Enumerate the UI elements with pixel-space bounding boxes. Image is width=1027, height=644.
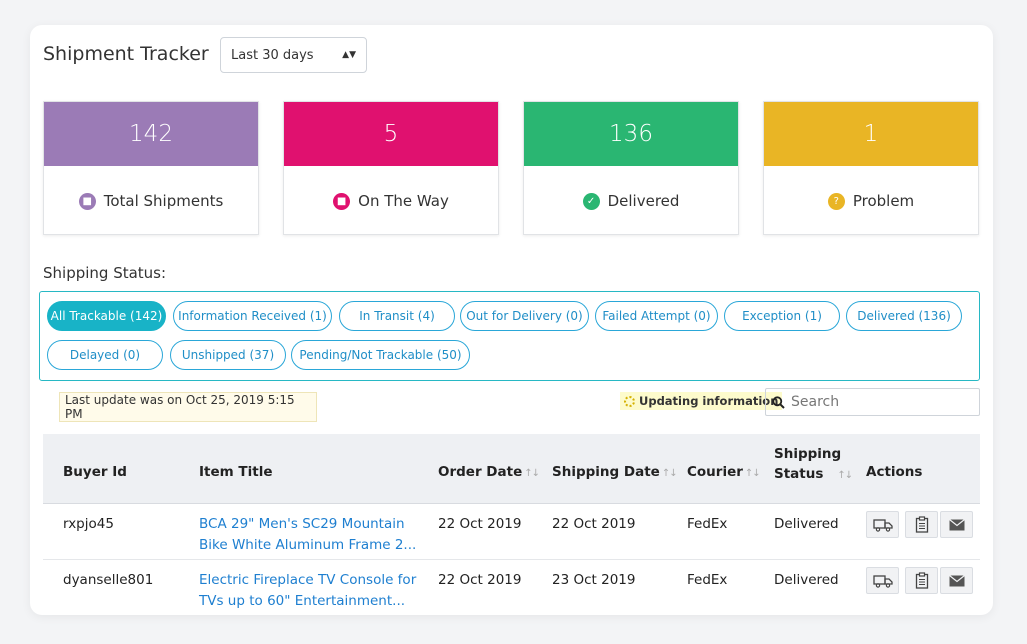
col-shipping-status[interactable]: Shipping Status ↑↓ <box>774 446 853 482</box>
truck-icon <box>872 574 893 588</box>
stat-problem[interactable]: 1 ? Problem <box>763 101 979 235</box>
table-header: Buyer Id Item Title Order Date ↑↓ Shippin… <box>43 434 980 504</box>
sort-icon: ↑↓ <box>744 468 761 479</box>
sort-icon: ↑↓ <box>524 468 540 479</box>
order-date: 22 Oct 2019 <box>438 572 522 588</box>
table-row: dyanselle801 Electric Fireplace TV Conso… <box>43 560 980 615</box>
filter-out-for-delivery[interactable]: Out for Delivery (0) <box>460 301 589 331</box>
question-icon: ? <box>827 192 845 210</box>
page-title: Shipment Tracker <box>43 43 209 65</box>
updating-text: Updating information <box>639 394 779 408</box>
col-order-date[interactable]: Order Date ↑↓ <box>438 464 540 480</box>
filter-delayed[interactable]: Delayed (0) <box>47 340 163 370</box>
envelope-icon <box>948 574 965 586</box>
buyer-id: dyanselle801 <box>63 572 154 588</box>
email-button[interactable] <box>940 511 973 538</box>
spinner-icon <box>624 395 635 407</box>
filter-pending-not-trackable[interactable]: Pending/Not Trackable (50) <box>291 340 470 370</box>
filter-failed-attempt[interactable]: Failed Attempt (0) <box>595 301 718 331</box>
order-date: 22 Oct 2019 <box>438 516 522 532</box>
search-icon <box>772 395 785 409</box>
shipping-date: 23 Oct 2019 <box>552 572 636 588</box>
shipping-status-label: Shipping Status: <box>43 264 167 282</box>
clipboard-icon <box>915 516 928 533</box>
sort-icon: ↑↓ <box>837 470 853 481</box>
select-arrows-icon: ▲▼ <box>342 50 356 60</box>
col-shipping-date[interactable]: Shipping Date ↑↓ <box>552 464 678 480</box>
stat-value: 142 <box>44 102 258 166</box>
envelope-icon <box>948 518 965 530</box>
stat-label: Problem <box>852 192 915 210</box>
col-actions: Actions <box>866 464 923 480</box>
search-box[interactable] <box>765 388 980 416</box>
item-title-link[interactable]: Electric Fireplace TV Console for TVs up … <box>199 572 417 609</box>
stat-label: Delivered <box>607 192 680 210</box>
track-button[interactable] <box>866 511 899 538</box>
filter-in-transit[interactable]: In Transit (4) <box>339 301 455 331</box>
shipping-date: 22 Oct 2019 <box>552 516 636 532</box>
stat-value: 1 <box>764 102 978 166</box>
sort-icon: ↑↓ <box>661 468 678 479</box>
details-button[interactable] <box>905 567 938 594</box>
stat-delivered[interactable]: 136 ✓ Delivered <box>523 101 739 235</box>
period-select-value: Last 30 days <box>231 47 314 63</box>
shipping-status: Delivered <box>774 572 839 588</box>
item-title-link[interactable]: BCA 29" Men's SC29 Mountain Bike White Al… <box>199 516 417 553</box>
shipment-tracker-panel: Shipment Tracker Last 30 days ▲▼ 142 ■ T… <box>30 25 993 615</box>
courier: FedEx <box>687 572 728 588</box>
courier: FedEx <box>687 516 728 532</box>
stat-total-shipments[interactable]: 142 ■ Total Shipments <box>43 101 259 235</box>
updating-indicator: Updating information <box>620 392 783 410</box>
table-row: rxpjo45 BCA 29" Men's SC29 Mountain Bike … <box>43 504 980 560</box>
stat-label: Total Shipments <box>103 192 224 210</box>
stat-value: 136 <box>524 102 738 166</box>
truck-icon: ■ <box>333 192 351 210</box>
filter-delivered[interactable]: Delivered (136) <box>846 301 962 331</box>
clipboard-icon <box>915 572 928 589</box>
truck-icon: ■ <box>78 192 96 210</box>
track-button[interactable] <box>866 567 899 594</box>
details-button[interactable] <box>905 511 938 538</box>
shipping-status: Delivered <box>774 516 839 532</box>
stat-label: On The Way <box>358 192 449 210</box>
stat-on-the-way[interactable]: 5 ■ On The Way <box>283 101 499 235</box>
stat-value: 5 <box>284 102 498 166</box>
check-icon: ✓ <box>582 192 600 210</box>
filter-all-trackable[interactable]: All Trackable (142) <box>47 301 166 331</box>
truck-icon <box>872 518 893 532</box>
last-update-notice: Last update was on Oct 25, 2019 5:15 PM <box>59 392 317 422</box>
status-filter-group: All Trackable (142) Information Received… <box>39 291 980 381</box>
filter-unshipped[interactable]: Unshipped (37) <box>170 340 286 370</box>
col-item-title: Item Title <box>199 464 273 480</box>
col-courier[interactable]: Courier ↑↓ <box>687 464 761 480</box>
buyer-id: rxpjo45 <box>63 516 114 532</box>
col-buyer-id: Buyer Id <box>63 464 127 480</box>
period-select[interactable]: Last 30 days ▲▼ <box>220 37 367 73</box>
filter-exception[interactable]: Exception (1) <box>724 301 840 331</box>
search-input[interactable] <box>791 394 971 410</box>
email-button[interactable] <box>940 567 973 594</box>
filter-information-received[interactable]: Information Received (1) <box>173 301 332 331</box>
